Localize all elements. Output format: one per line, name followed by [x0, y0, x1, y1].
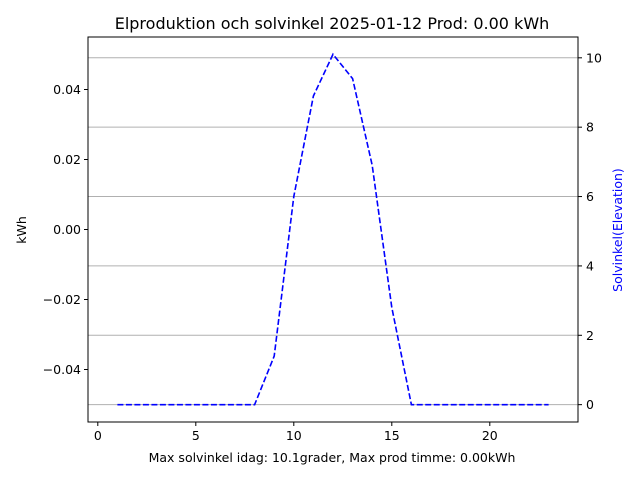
- y-left-axis-label: kWh: [14, 216, 29, 244]
- y-right-axis-ticks: 0 2 4 6 8 10: [578, 50, 602, 412]
- y-left-axis-ticks: −0.04 −0.02 0.00 0.02 0.04: [43, 82, 88, 377]
- x-tick-label: 15: [384, 428, 400, 443]
- x-tick-label: 10: [286, 428, 302, 443]
- y-right-tick-label: 6: [586, 189, 594, 204]
- y-left-tick-label: −0.02: [43, 292, 81, 307]
- plot-frame: [87, 36, 579, 423]
- y-left-tick-label: −0.04: [43, 362, 81, 377]
- series-line: [117, 52, 549, 406]
- chart-title: Elproduktion och solvinkel 2025-01-12 Pr…: [115, 14, 550, 33]
- y-left-tick-label: 0.00: [53, 222, 81, 237]
- x-axis-label: Max solvinkel idag: 10.1grader, Max prod…: [149, 450, 516, 465]
- y-left-tick-label: 0.04: [53, 82, 81, 97]
- x-tick-label: 0: [94, 428, 102, 443]
- y-right-tick-label: 0: [586, 397, 594, 412]
- series-layer: [117, 52, 549, 406]
- y-right-axis-label: Solvinkel(Elevation): [610, 168, 625, 292]
- y-right-tick-label: 4: [586, 258, 594, 273]
- y-right-tick-label: 10: [586, 50, 602, 65]
- x-axis-ticks: 0 5 10 15 20: [94, 422, 498, 443]
- y-right-tick-label: 2: [586, 328, 594, 343]
- x-tick-label: 5: [192, 428, 200, 443]
- y-right-tick-label: 8: [586, 120, 594, 135]
- x-tick-label: 20: [482, 428, 498, 443]
- grid-lines: [88, 57, 578, 406]
- y-left-tick-label: 0.02: [53, 152, 81, 167]
